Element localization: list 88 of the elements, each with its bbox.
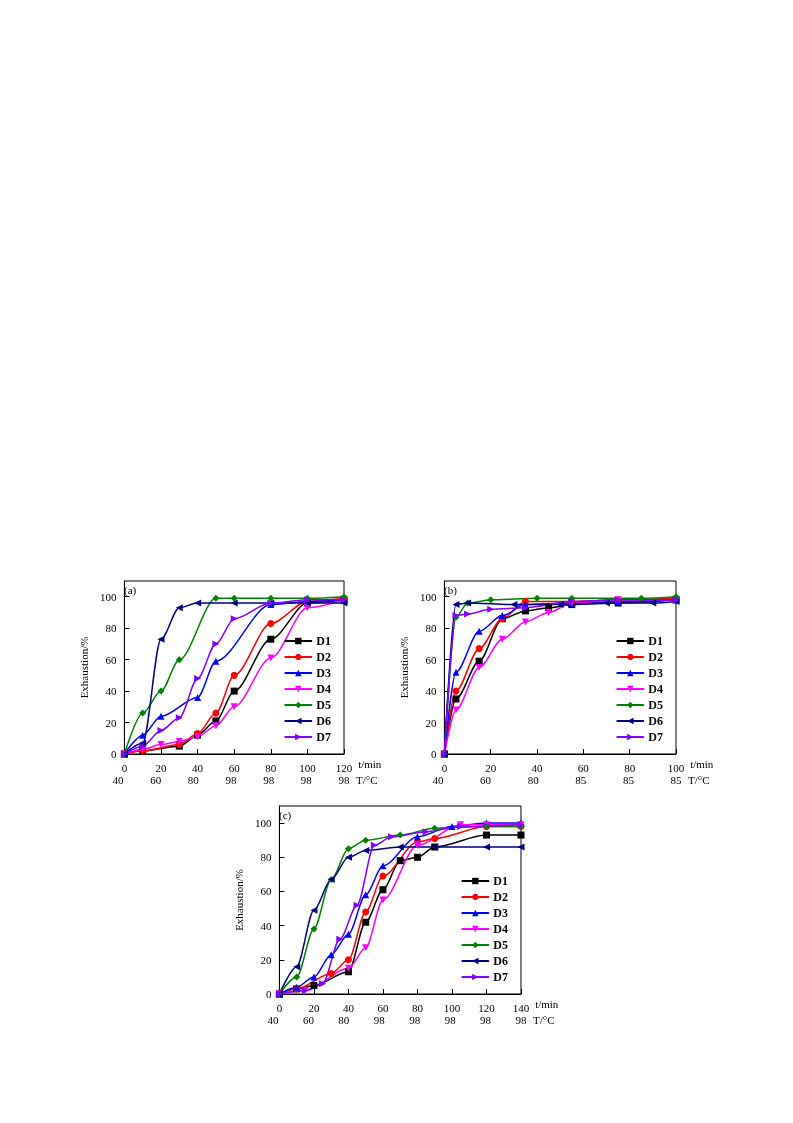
x-tick-label: 40 (531, 761, 544, 774)
x-axis-title: t/min (690, 757, 714, 770)
x-tick-label: 0 (441, 761, 448, 774)
x-tick-label: 20 (485, 761, 497, 774)
annotation: (b) (444, 583, 458, 597)
y-tick-label: 80 (260, 851, 272, 864)
text: 98 (263, 773, 275, 786)
legend-label: D5 (316, 698, 332, 712)
legend-label: D1 (493, 874, 509, 888)
legend-label: D5 (648, 698, 664, 712)
y-tick-label: 20 (105, 716, 117, 729)
legend-label: D3 (316, 666, 332, 680)
y-tick-label: 80 (105, 622, 117, 635)
x-tick-label: 80 (624, 761, 636, 774)
text: 98 (515, 1013, 527, 1026)
legend-label: D4 (316, 682, 332, 696)
text: 85 (575, 773, 587, 786)
x-tick-label: 100 (443, 1001, 461, 1014)
text: 98 (300, 773, 313, 786)
y-tick-label: 0 (265, 988, 272, 1000)
x-axis-title: t/min (358, 757, 382, 770)
x-tick-label: 100 (667, 761, 685, 774)
legend-label: D6 (316, 714, 332, 728)
text: 60 (480, 773, 492, 786)
y-tick-label: 40 (105, 685, 117, 698)
y-tick-label: 0 (110, 748, 117, 760)
text: 80 (527, 773, 540, 786)
text: 80 (338, 1013, 350, 1026)
x-tick-label: 120 (335, 761, 353, 774)
legend-label: D7 (648, 730, 664, 744)
x-tick-label: 20 (155, 761, 167, 774)
y-tick-label: 60 (105, 653, 117, 666)
x-tick-label: 140 (512, 1001, 530, 1014)
x-tick-label: 60 (228, 761, 241, 774)
x-tick-label: 0 (276, 1001, 283, 1014)
y-tick-label: 40 (260, 919, 272, 932)
x-axis-title: t/min (535, 997, 559, 1010)
y-axis-title: Exhaustion/% (397, 636, 410, 699)
text: 98 (409, 1013, 421, 1026)
text: 85 (670, 773, 682, 786)
x-tick-label: 80 (411, 1001, 424, 1014)
text: 60 (150, 773, 162, 786)
y-axis-title: Exhaustion/% (232, 869, 245, 931)
y-axis-title: Exhaustion/% (77, 636, 90, 699)
x-tick-label: 40 (342, 1001, 355, 1014)
text: 98 (338, 773, 350, 786)
x2-axis-title: T/°C (688, 773, 710, 786)
legend-label: D5 (493, 938, 509, 952)
x2-axis-title: T/°C (356, 773, 378, 786)
x-tick-label: 20 (308, 1001, 320, 1014)
legend-label: D3 (648, 666, 664, 680)
text: 80 (187, 773, 200, 786)
legend-label: D2 (648, 650, 664, 664)
text: 60 (302, 1013, 315, 1026)
x2-axis-title: T/°C (533, 1013, 555, 1026)
legend-label: D2 (316, 650, 332, 664)
x-tick-label: 60 (377, 1001, 389, 1014)
y-tick-label: 100 (254, 817, 272, 830)
text: 98 (480, 1013, 492, 1026)
y-tick-label: 80 (425, 622, 437, 635)
legend-label: D7 (316, 730, 332, 744)
y-tick-label: 40 (425, 685, 437, 698)
x-tick-label: 0 (121, 761, 128, 774)
y-tick-label: 20 (425, 716, 437, 729)
legend-label: D3 (493, 906, 509, 920)
y-tick-label: 100 (419, 590, 437, 603)
legend-label: D6 (493, 954, 509, 968)
y-tick-label: 60 (425, 653, 437, 666)
legend-label: D6 (648, 714, 664, 728)
legend-label: D1 (648, 634, 664, 648)
text: 98 (373, 1013, 386, 1026)
x-tick-label: 40 (192, 761, 204, 774)
text: 98 (444, 1013, 457, 1026)
text: 85 (622, 773, 635, 786)
x-tick-label: 60 (577, 761, 590, 774)
x-tick-label: 100 (299, 761, 317, 774)
annotation: (a) (124, 583, 137, 597)
y-tick-label: 100 (99, 590, 117, 603)
y-tick-label: 20 (260, 953, 272, 966)
legend-label: D7 (493, 970, 509, 984)
legend-label: D4 (493, 922, 509, 936)
legend-label: D4 (648, 682, 664, 696)
y-tick-label: 0 (430, 748, 437, 760)
y-tick-label: 60 (260, 885, 272, 898)
x-tick-label: 120 (478, 1001, 496, 1014)
text: 98 (225, 773, 237, 786)
legend-label: D1 (316, 634, 332, 648)
legend-label: D2 (493, 890, 509, 904)
